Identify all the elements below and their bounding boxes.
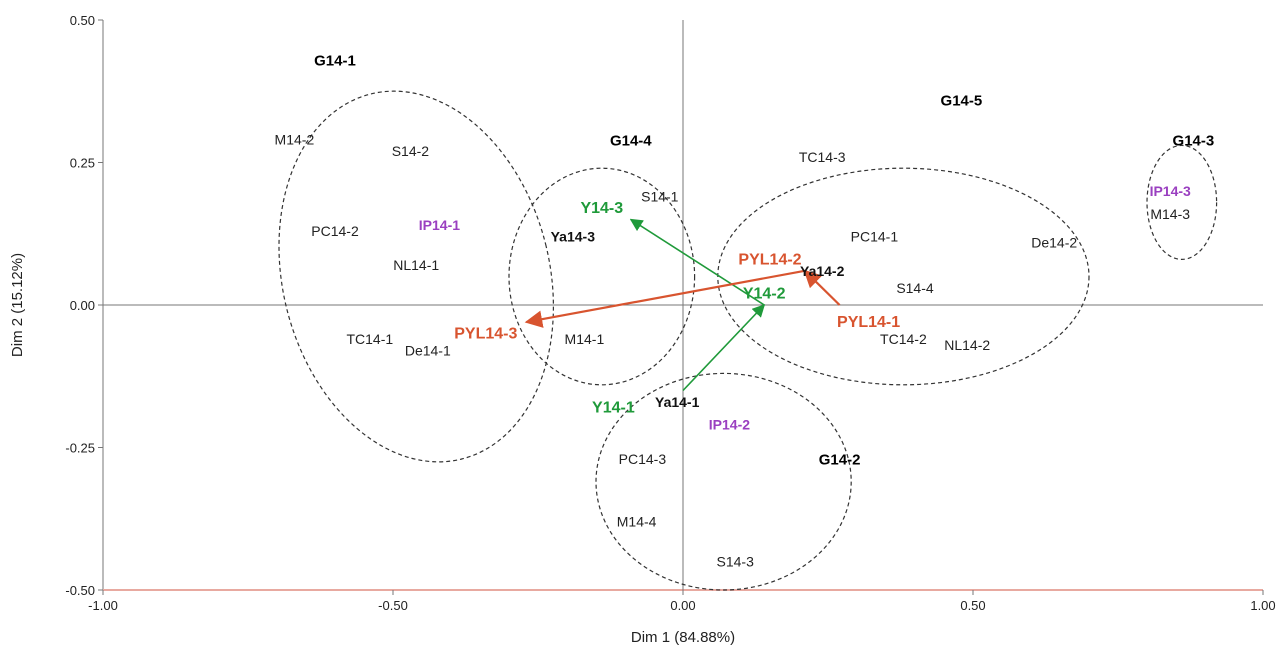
point-label-pc14-3: PC14-3 [619,451,667,467]
group-label-g14-5: G14-5 [941,93,983,110]
arrow-label-y14-2: Y14-2 [743,286,786,303]
group-label-g14-4: G14-4 [610,132,652,149]
point-label-nl14-2: NL14-2 [944,337,990,353]
group-ellipse-g14-1 [241,62,591,492]
point-label-de14-1: De14-1 [405,343,451,359]
x-tick-label: 0.00 [670,598,695,613]
y-tick-label: 0.50 [70,13,95,28]
axes: -1.00 -0.50 0.00 0.50 1.00-0.50-0.250.000.25… [65,13,1275,613]
y-tick-label: -0.25 [65,441,95,456]
point-label-ya14-1: Ya14-1 [655,394,700,410]
y-tick-label: 0.25 [70,156,95,171]
arrow-label-pyl14-2: PYL14-2 [738,251,801,268]
point-label-pc14-1: PC14-1 [851,229,899,245]
y-tick-label: 0.00 [70,298,95,313]
point-label-ip14-1: IP14-1 [419,217,460,233]
point-label-ip14-2: IP14-2 [709,417,750,433]
x-tick-label: 0.50 [960,598,985,613]
point-label-s14-1: S14-1 [641,189,679,205]
point-label-s14-2: S14-2 [392,143,430,159]
point-label-m14-2: M14-2 [275,132,315,148]
x-tick-label: 1.00 [1250,598,1275,613]
point-label-m14-4: M14-4 [617,514,657,530]
point-label-ya14-2: Ya14-2 [800,263,845,279]
point-labels: M14-2 S14-2 PC14-2 IP14-1 NL14-1 TC14-1 De14-1… [275,132,1191,570]
x-tick-label: -0.50 [378,598,408,613]
point-label-m14-3: M14-3 [1150,206,1190,222]
point-label-nl14-1: NL14-1 [393,257,439,273]
x-axis-title: Dim 1 (84.88%) [631,629,735,646]
point-label-ya14-3: Ya14-3 [551,229,596,245]
arrow-y-series [683,305,764,391]
group-label-g14-1: G14-1 [314,53,356,70]
y-tick-label: -0.50 [65,583,95,598]
arrow-label-y14-1: Y14-1 [592,400,635,417]
trajectory-arrows: Y14-1 Y14-2 Y14-3 PYL14-1 PYL14-2 PYL14-3 [454,200,900,417]
group-label-g14-3: G14-3 [1173,132,1215,149]
group-label-g14-2: G14-2 [819,452,861,469]
arrow-label-pyl14-3: PYL14-3 [454,326,517,343]
point-label-ip14-3: IP14-3 [1150,183,1191,199]
group-ellipse-g14-3 [1147,145,1217,259]
x-tick-label: -1.00 [88,598,118,613]
point-label-pc14-2: PC14-2 [311,223,359,239]
point-label-m14-1: M14-1 [565,331,605,347]
point-label-tc14-2: TC14-2 [880,331,927,347]
arrow-label-y14-3: Y14-3 [580,200,623,217]
arrow-label-pyl14-1: PYL14-1 [837,314,900,331]
point-label-tc14-1: TC14-1 [346,331,393,347]
point-label-s14-3: S14-3 [717,554,755,570]
point-label-de14-2: De14-2 [1031,234,1077,250]
group-ellipses: G14-1 G14-4 G14-5 G14-3 G14-2 [241,53,1216,590]
point-label-tc14-3: TC14-3 [799,149,846,165]
y-axis-title: Dim 2 (15.12%) [9,253,26,357]
point-label-s14-4: S14-4 [896,280,934,296]
